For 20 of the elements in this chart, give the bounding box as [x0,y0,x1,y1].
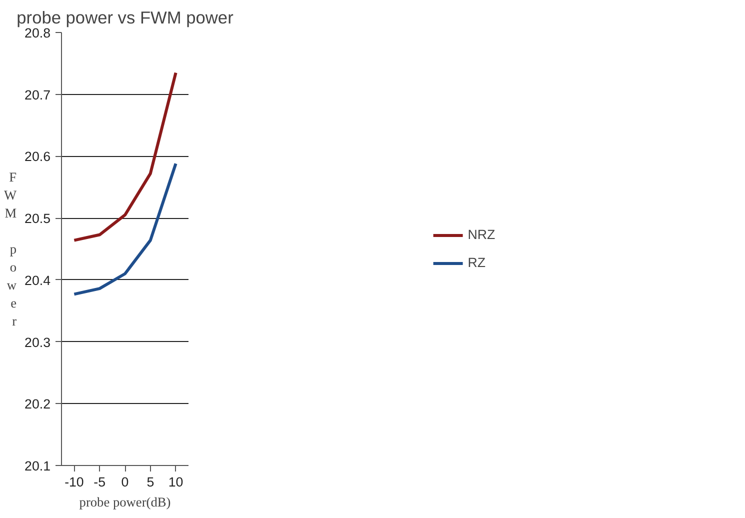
x-tick-label: -10 [64,474,84,490]
x-tick-label: -5 [94,474,106,490]
line-series [72,162,178,296]
x-tick-label: 5 [146,474,154,490]
y-tick-label: 20.4 [24,272,52,288]
y-tick-label: 20.1 [24,458,51,474]
x-axis-title: probe power(dB) [79,494,171,510]
x-tick-label: 0 [121,474,129,490]
y-tick-label: 20.6 [24,149,51,164]
legend-label: RZ [468,255,487,270]
y-tick-label: 20.5 [24,211,51,226]
legend-label: NRZ [468,227,496,242]
y-tick-label: 20.8 [24,26,51,40]
chart-title: probe power vs FWM power [16,8,234,28]
line-series [72,71,178,242]
x-tick-label: 10 [168,474,184,490]
y-tick-label: 20.7 [24,87,51,102]
y-tick-label: 20.2 [24,396,51,412]
text: FWM power [4,170,17,328]
y-tick-label: 20.3 [24,334,51,350]
